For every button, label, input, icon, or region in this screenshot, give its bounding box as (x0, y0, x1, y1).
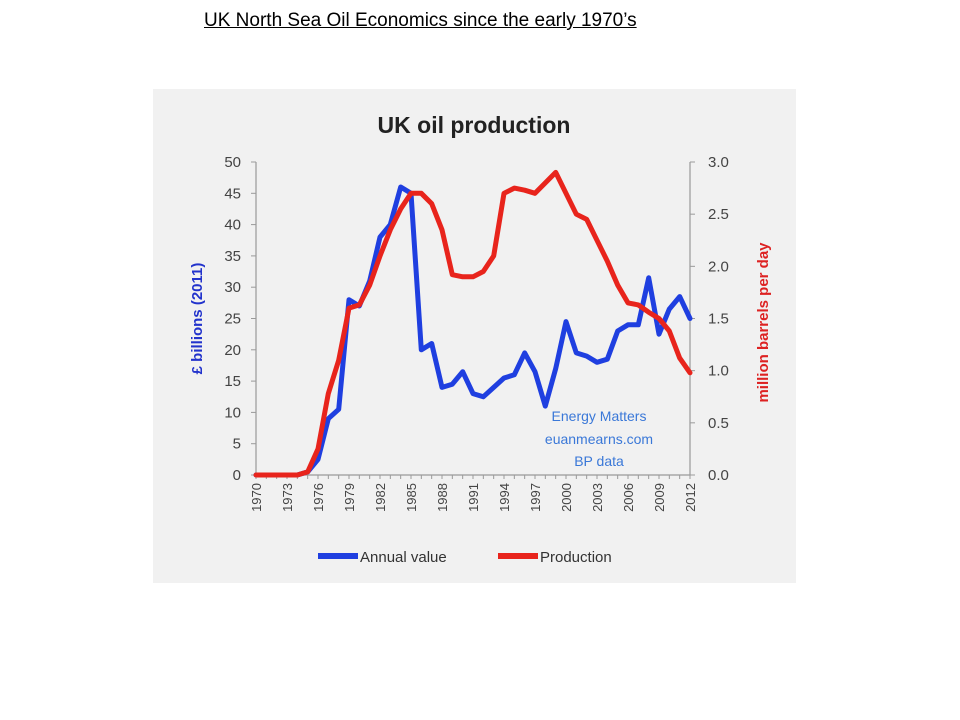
series-layer (253, 169, 693, 478)
annotation-line: Energy Matters (552, 408, 647, 424)
y-left-tick-label: 15 (224, 373, 241, 390)
x-tick-label: 1973 (280, 483, 295, 512)
x-tick-label: 1979 (342, 483, 357, 512)
y-right-tick-label: 2.5 (708, 206, 729, 223)
y-left-tick-label: 5 (233, 436, 241, 453)
y-left-tick-label: 50 (224, 154, 241, 171)
y-left-tick-label: 45 (224, 185, 241, 202)
x-tick-label: 2009 (652, 483, 667, 512)
x-tick-label: 1970 (249, 483, 264, 512)
series-line-production (253, 169, 693, 478)
x-tick-label: 2012 (683, 483, 698, 512)
y-right-tick-label: 0.0 (708, 467, 729, 484)
x-tick-label: 1991 (466, 483, 481, 512)
axes: 0 5 10 15 20 25 30 35 40 45 50 0.0 0.5 1.0 1.5 2.0 2.5 3.… (189, 154, 772, 512)
series-line-annual-value (253, 184, 693, 478)
slide-title: UK North Sea Oil Economics since the ear… (204, 10, 637, 31)
y-right-axis-title: million barrels per day (755, 242, 772, 403)
annotation: Energy Matters euanmearns.com BP data (545, 408, 653, 469)
y-right-tick-label: 0.5 (708, 415, 729, 432)
y-left-tick-label: 35 (224, 248, 241, 265)
y-right-tick-label: 1.5 (708, 311, 729, 328)
y-left-tick-label: 0 (233, 467, 241, 484)
x-tick-label: 1988 (435, 483, 450, 512)
y-left-tick-label: 20 (224, 342, 241, 359)
annotation-line: euanmearns.com (545, 431, 653, 447)
y-right-tick-label: 1.0 (708, 363, 729, 380)
y-left-axis-title: £ billions (2011) (189, 263, 206, 375)
chart: UK oil production 0 5 10 15 20 25 30 35 40 45 50 0.… (189, 112, 772, 566)
x-tick-label: 1985 (404, 483, 419, 512)
legend-label: Annual value (360, 549, 447, 566)
y-right-tick-label: 3.0 (708, 154, 729, 171)
x-tick-label: 2003 (590, 483, 605, 512)
chart-panel: UK oil production 0 5 10 15 20 25 30 35 40 45 50 0.… (153, 89, 796, 583)
x-tick-label: 1976 (311, 483, 326, 512)
x-tick-label: 1994 (497, 483, 512, 512)
x-tick-label: 2000 (559, 483, 574, 512)
x-tick-label: 1997 (528, 483, 543, 512)
y-left-tick-label: 40 (224, 217, 241, 234)
y-right-tick-label: 2.0 (708, 258, 729, 275)
y-left-tick-label: 10 (224, 404, 241, 421)
annotation-line: BP data (574, 453, 624, 469)
x-tick-label: 1982 (373, 483, 388, 512)
x-tick-label: 2006 (621, 483, 636, 512)
chart-title: UK oil production (378, 112, 571, 138)
y-left-tick-label: 25 (224, 311, 241, 328)
legend-label: Production (540, 549, 612, 566)
legend: Annual value Production (318, 549, 612, 566)
y-left-tick-label: 30 (224, 279, 241, 296)
